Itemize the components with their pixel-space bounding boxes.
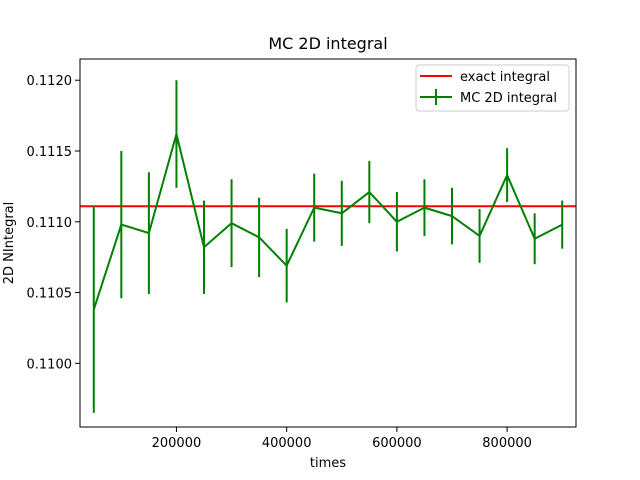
y-tick-label: 0.1105 <box>27 287 73 302</box>
y-axis-label: 2D NIntegral <box>2 202 17 284</box>
x-axis-label: times <box>310 456 346 471</box>
y-tick-label: 0.1115 <box>27 145 73 160</box>
x-tick-label: 600000 <box>372 436 422 451</box>
series-line <box>92 133 563 310</box>
legend: exact integral MC 2D integral <box>415 64 570 112</box>
legend-frame <box>415 64 570 112</box>
axes-frame <box>79 58 577 428</box>
y-tick-label: 0.1120 <box>27 74 73 89</box>
x-tick-label: 400000 <box>262 436 312 451</box>
legend-mc-label: MC 2D integral <box>460 91 557 106</box>
plot-area: 200000 400000 600000 800000 0.1100 0.1105 0.11… <box>27 58 577 451</box>
y-tick-label: 0.1110 <box>27 216 73 231</box>
chart-title: MC 2D integral <box>268 34 387 53</box>
y-tick-label: 0.1100 <box>27 357 73 372</box>
legend-exact-label: exact integral <box>460 70 550 85</box>
x-tick-label: 200000 <box>152 436 202 451</box>
x-tick-label: 800000 <box>482 436 532 451</box>
